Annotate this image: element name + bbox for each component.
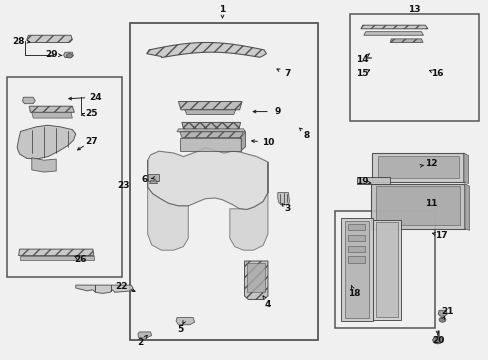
Text: 1: 1 <box>219 4 225 13</box>
Text: 2: 2 <box>138 338 143 347</box>
Bar <box>347 246 365 252</box>
Polygon shape <box>277 193 289 205</box>
Polygon shape <box>244 261 267 300</box>
Polygon shape <box>32 112 72 118</box>
Text: 8: 8 <box>304 130 309 139</box>
Polygon shape <box>76 285 133 293</box>
Bar <box>129 23 317 340</box>
Polygon shape <box>149 181 157 184</box>
Circle shape <box>438 317 445 322</box>
Text: 10: 10 <box>261 138 274 147</box>
Circle shape <box>66 54 72 58</box>
Polygon shape <box>19 249 94 256</box>
Text: 26: 26 <box>74 256 87 264</box>
Text: 29: 29 <box>45 50 58 59</box>
Text: 18: 18 <box>347 289 360 298</box>
Text: 28: 28 <box>12 37 25 46</box>
Text: 4: 4 <box>264 300 271 309</box>
Text: 11: 11 <box>424 199 437 208</box>
Polygon shape <box>240 132 245 151</box>
Bar <box>347 224 365 230</box>
Text: 19: 19 <box>356 177 368 186</box>
Bar <box>347 235 365 241</box>
Circle shape <box>432 337 442 344</box>
Polygon shape <box>20 256 94 260</box>
Polygon shape <box>17 125 76 159</box>
Text: 23: 23 <box>117 181 129 190</box>
Polygon shape <box>182 122 240 130</box>
Text: 27: 27 <box>85 136 98 145</box>
Polygon shape <box>377 156 458 178</box>
Text: 6: 6 <box>141 175 147 184</box>
Polygon shape <box>356 177 389 184</box>
Text: 12: 12 <box>424 159 437 168</box>
Text: 3: 3 <box>284 204 290 213</box>
Bar <box>334 211 434 328</box>
Text: 9: 9 <box>274 107 281 116</box>
Text: 22: 22 <box>115 282 127 291</box>
Polygon shape <box>138 332 151 338</box>
Bar <box>7 77 122 277</box>
Polygon shape <box>375 186 459 225</box>
Text: 7: 7 <box>284 69 290 78</box>
Polygon shape <box>464 184 468 230</box>
Polygon shape <box>146 42 266 58</box>
Text: 14: 14 <box>355 55 367 64</box>
Text: 21: 21 <box>440 307 453 316</box>
Text: 5: 5 <box>177 325 183 334</box>
Polygon shape <box>178 102 242 110</box>
Polygon shape <box>27 35 72 42</box>
Text: 24: 24 <box>89 93 102 102</box>
Polygon shape <box>344 221 368 318</box>
Text: 25: 25 <box>85 109 98 118</box>
Polygon shape <box>372 220 400 320</box>
Bar <box>349 14 478 121</box>
Polygon shape <box>389 39 422 42</box>
Polygon shape <box>360 25 427 29</box>
Polygon shape <box>247 263 264 292</box>
Polygon shape <box>370 184 464 229</box>
Polygon shape <box>341 218 372 321</box>
Text: 16: 16 <box>430 69 443 78</box>
Bar <box>347 256 365 263</box>
Polygon shape <box>176 318 194 325</box>
Polygon shape <box>180 132 243 138</box>
Text: 13: 13 <box>407 4 420 13</box>
Polygon shape <box>363 32 423 35</box>
Polygon shape <box>32 158 56 172</box>
Polygon shape <box>147 160 188 250</box>
Polygon shape <box>180 138 240 151</box>
Polygon shape <box>375 222 397 317</box>
Polygon shape <box>29 106 74 112</box>
Polygon shape <box>229 162 267 250</box>
Polygon shape <box>63 52 73 58</box>
Polygon shape <box>437 310 447 316</box>
Polygon shape <box>147 148 267 210</box>
Polygon shape <box>463 153 468 184</box>
Polygon shape <box>366 57 370 58</box>
Polygon shape <box>177 129 245 132</box>
Polygon shape <box>22 97 35 104</box>
Polygon shape <box>147 174 159 181</box>
Text: 20: 20 <box>431 336 444 345</box>
Polygon shape <box>184 110 235 114</box>
Text: 17: 17 <box>434 231 447 240</box>
Text: 15: 15 <box>355 69 367 78</box>
Polygon shape <box>371 153 463 182</box>
